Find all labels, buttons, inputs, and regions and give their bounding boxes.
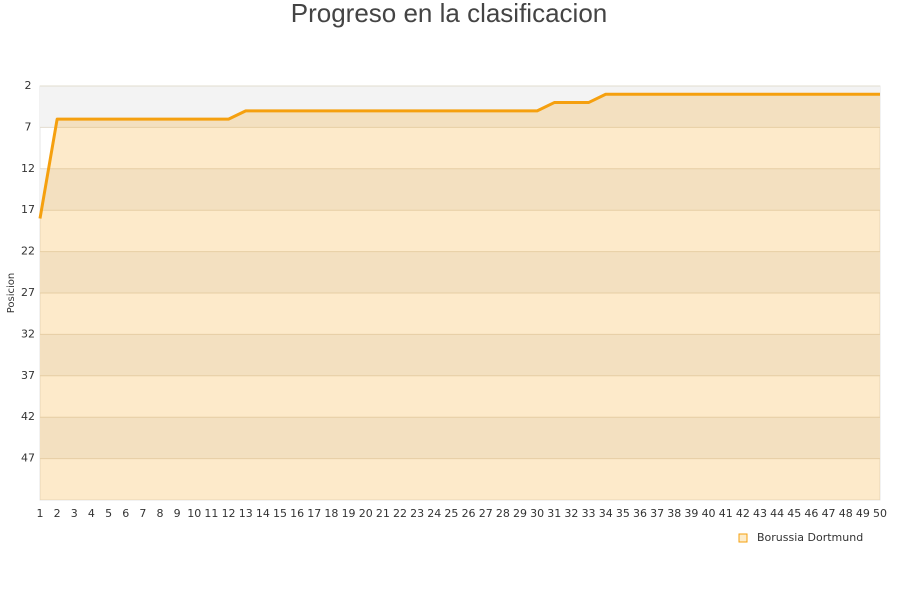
x-tick-label: 15 bbox=[273, 507, 287, 520]
x-tick-label: 23 bbox=[410, 507, 424, 520]
x-tick-label: 35 bbox=[616, 507, 630, 520]
x-tick-label: 2 bbox=[54, 507, 61, 520]
y-tick-label: 37 bbox=[21, 369, 35, 382]
x-tick-label: 32 bbox=[564, 507, 578, 520]
x-tick-label: 47 bbox=[822, 507, 836, 520]
x-tick-label: 16 bbox=[290, 507, 304, 520]
x-tick-label: 36 bbox=[633, 507, 647, 520]
y-tick-label: 27 bbox=[21, 286, 35, 299]
x-tick-label: 24 bbox=[427, 507, 441, 520]
y-tick-label: 17 bbox=[21, 203, 35, 216]
x-tick-label: 18 bbox=[324, 507, 338, 520]
x-tick-label: 11 bbox=[204, 507, 218, 520]
x-tick-label: 8 bbox=[157, 507, 164, 520]
x-tick-label: 39 bbox=[684, 507, 698, 520]
x-tick-label: 33 bbox=[582, 507, 596, 520]
x-tick-label: 42 bbox=[736, 507, 750, 520]
x-tick-label: 48 bbox=[839, 507, 853, 520]
x-tick-label: 30 bbox=[530, 507, 544, 520]
y-tick-label: 32 bbox=[21, 327, 35, 340]
x-tick-label: 25 bbox=[444, 507, 458, 520]
x-tick-label: 6 bbox=[122, 507, 129, 520]
x-tick-label: 20 bbox=[359, 507, 373, 520]
x-tick-label: 27 bbox=[479, 507, 493, 520]
x-tick-label: 17 bbox=[307, 507, 321, 520]
x-tick-label: 3 bbox=[71, 507, 78, 520]
x-tick-label: 40 bbox=[702, 507, 716, 520]
plot-band bbox=[40, 334, 880, 376]
y-tick-label: 2 bbox=[25, 79, 32, 92]
series-area bbox=[40, 94, 880, 500]
x-tick-label: 49 bbox=[856, 507, 870, 520]
x-tick-label: 37 bbox=[650, 507, 664, 520]
y-tick-label: 42 bbox=[21, 410, 35, 423]
y-axis-label: Posicion bbox=[6, 273, 17, 314]
y-tick-label: 12 bbox=[21, 162, 35, 175]
x-tick-label: 19 bbox=[342, 507, 356, 520]
x-tick-label: 5 bbox=[105, 507, 112, 520]
y-tick-label: 47 bbox=[21, 452, 35, 465]
x-tick-label: 26 bbox=[462, 507, 476, 520]
x-tick-label: 34 bbox=[599, 507, 613, 520]
series-line bbox=[38, 92, 880, 219]
x-tick-label: 22 bbox=[393, 507, 407, 520]
x-tick-label: 1 bbox=[37, 507, 44, 520]
y-tick-label: 7 bbox=[25, 120, 32, 133]
x-tick-label: 10 bbox=[187, 507, 201, 520]
x-tick-label: 38 bbox=[667, 507, 681, 520]
plot-band bbox=[40, 251, 880, 293]
legend-swatch bbox=[738, 533, 748, 543]
x-tick-label: 12 bbox=[222, 507, 236, 520]
x-tick-label: 50 bbox=[873, 507, 887, 520]
y-tick-label: 22 bbox=[21, 245, 35, 258]
plot-band bbox=[40, 417, 880, 459]
x-tick-label: 45 bbox=[787, 507, 801, 520]
x-tick-label: 28 bbox=[496, 507, 510, 520]
x-tick-label: 31 bbox=[547, 507, 561, 520]
x-tick-label: 41 bbox=[719, 507, 733, 520]
x-tick-label: 4 bbox=[88, 507, 95, 520]
x-tick-label: 43 bbox=[753, 507, 767, 520]
x-tick-label: 9 bbox=[174, 507, 181, 520]
x-tick-label: 46 bbox=[804, 507, 818, 520]
x-tick-label: 7 bbox=[139, 507, 146, 520]
legend-label: Borussia Dortmund bbox=[757, 531, 863, 544]
x-tick-label: 21 bbox=[376, 507, 390, 520]
x-tick-label: 29 bbox=[513, 507, 527, 520]
chart-title: Progreso en la clasificacion bbox=[291, 0, 608, 28]
plot-band bbox=[40, 168, 880, 211]
x-tick-label: 13 bbox=[239, 507, 253, 520]
x-tick-label: 14 bbox=[256, 507, 270, 520]
x-tick-label: 44 bbox=[770, 507, 784, 520]
